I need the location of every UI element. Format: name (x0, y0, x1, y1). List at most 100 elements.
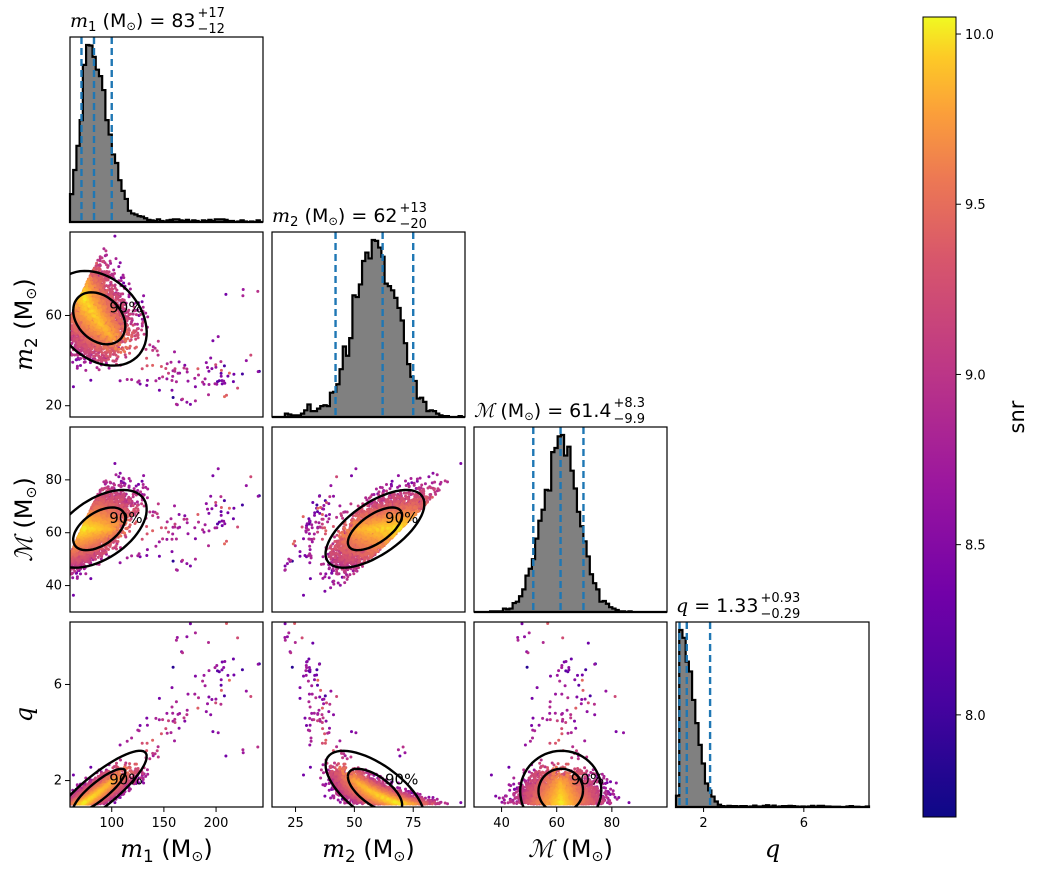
sample-point (131, 492, 135, 496)
sample-point (106, 285, 110, 289)
sample-point (105, 494, 109, 498)
title-lower-error: −9.9 (613, 412, 645, 427)
sample-point (101, 288, 105, 292)
sample-point (219, 495, 223, 499)
sample-point (111, 359, 115, 363)
sample-point (117, 475, 121, 479)
histogram-bars (474, 433, 667, 614)
sample-point (104, 550, 108, 554)
sample-point (209, 494, 213, 498)
sample-point (131, 309, 135, 313)
sample-point (114, 544, 118, 548)
sample-point (136, 308, 140, 312)
sample-point (64, 580, 67, 583)
sample-point (141, 305, 145, 309)
sample-point (176, 526, 180, 530)
sample-point (207, 369, 211, 373)
sample-point (88, 361, 92, 365)
title-upper-error: +17 (198, 6, 225, 21)
sample-point (232, 506, 236, 510)
sample-point (240, 372, 244, 376)
sample-point (193, 557, 197, 561)
sample-point (67, 323, 70, 326)
sample-point (116, 355, 120, 359)
sample-point (176, 371, 180, 375)
sample-point (62, 341, 65, 344)
sample-point (95, 366, 99, 370)
sample-point (171, 374, 175, 378)
sample-point (196, 513, 200, 516)
sample-point (222, 364, 226, 368)
sample-point (244, 359, 248, 363)
sample-point (185, 521, 189, 525)
sample-point (62, 346, 65, 349)
sample-point (103, 327, 107, 331)
sample-point (140, 328, 144, 332)
sample-point (203, 377, 207, 381)
sample-point (136, 333, 140, 337)
sample-point (181, 558, 184, 562)
sample-point (100, 275, 104, 279)
sample-point (79, 357, 83, 360)
sample-point (165, 362, 169, 366)
sample-point (119, 350, 123, 354)
title-lower-error: −0.29 (760, 607, 800, 622)
sample-point (110, 499, 114, 503)
sample-point (99, 350, 103, 354)
sample-point (110, 311, 114, 315)
sample-point (140, 537, 144, 541)
sample-point (219, 371, 223, 375)
sample-point (137, 552, 141, 556)
sample-point (96, 359, 100, 362)
sample-point (122, 477, 126, 481)
sample-point (145, 378, 149, 382)
sample-point (113, 234, 117, 238)
sample-point (193, 399, 197, 403)
sample-point (64, 569, 67, 572)
contour-label: 90% (109, 298, 142, 316)
sample-point (108, 354, 112, 358)
sample-point (79, 572, 82, 576)
sample-point (82, 287, 86, 291)
sample-point (159, 526, 163, 530)
sample-point (113, 333, 117, 337)
histogram-m1: m1 (M⊙) = 83 +17−12 (68, 6, 264, 224)
sample-point (145, 554, 149, 557)
sample-point (210, 367, 214, 371)
sample-point (113, 283, 117, 287)
sample-point (135, 322, 139, 326)
title-mc: ℳ (M⊙) = 61.4 (474, 400, 611, 423)
sample-point (130, 320, 134, 324)
sample-point (106, 265, 110, 269)
title-lower-error: −12 (198, 22, 225, 37)
sample-point (142, 294, 146, 298)
sample-point (83, 360, 87, 364)
sample-point (170, 537, 174, 541)
sample-point (97, 354, 101, 358)
sample-point (114, 346, 118, 350)
sample-point (125, 330, 129, 334)
sample-point (113, 462, 117, 465)
sample-point (196, 367, 200, 371)
sample-point (90, 550, 94, 554)
sample-point (89, 378, 93, 382)
sample-point (217, 520, 221, 524)
sample-point (122, 484, 126, 487)
sample-point (59, 359, 62, 362)
sample-point (161, 537, 165, 541)
sample-point (63, 576, 66, 579)
sample-point (134, 345, 138, 349)
sample-point (206, 366, 209, 369)
title-q: q = 1.33 (676, 595, 758, 617)
sample-point (128, 529, 132, 533)
sample-point (116, 350, 120, 354)
sample-point (165, 537, 169, 541)
sample-point (132, 302, 136, 306)
sample-point (169, 517, 173, 521)
sample-point (241, 413, 244, 416)
sample-point (96, 267, 100, 271)
sample-point (140, 479, 144, 483)
scatter-points (59, 234, 261, 407)
sample-point (102, 354, 106, 358)
